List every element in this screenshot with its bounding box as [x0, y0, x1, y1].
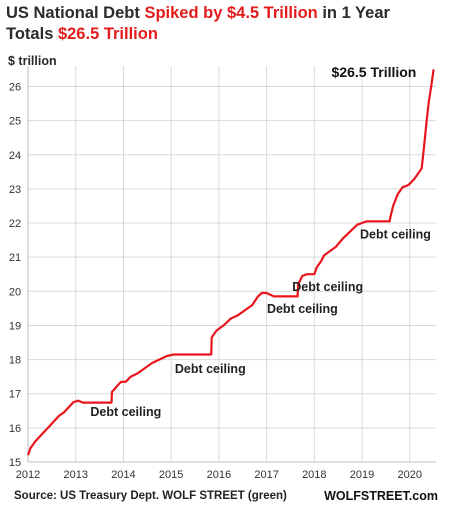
- end-value-label: $26.5 Trillion: [332, 64, 417, 80]
- chart-title-line1: US National Debt Spiked by $4.5 Trillion…: [6, 4, 390, 23]
- gridlines: [27, 66, 436, 463]
- source-note: Source: US Treasury Dept. WOLF STREET (g…: [14, 490, 287, 502]
- x-tick-2020: 2020: [398, 469, 422, 481]
- y-tick-16: 16: [9, 423, 21, 435]
- title-highlight: Spiked by $4.5 Trillion: [144, 4, 318, 22]
- x-tick-2016: 2016: [207, 469, 231, 481]
- x-tick-2015: 2015: [159, 469, 183, 481]
- national-debt-line: [26, 69, 435, 456]
- debt-ceiling-label-3: Debt ceiling: [267, 302, 338, 316]
- debt-ceiling-label-5: Debt ceiling: [360, 227, 431, 241]
- title-part-c: in 1 Year: [317, 4, 390, 22]
- y-tick-21: 21: [9, 252, 21, 264]
- title-total: $26.5 Trillion: [57, 25, 158, 43]
- y-tick-labels: 15 16 17 18 19 20 21 22 23 24 25 26: [9, 81, 21, 469]
- chart-title-line2: Totals $26.5 Trillion: [6, 25, 158, 44]
- debt-ceiling-label-1: Debt ceiling: [90, 405, 161, 419]
- annotations: Debt ceiling Debt ceiling Debt ceiling Debt…: [90, 64, 430, 419]
- y-tick-15: 15: [9, 457, 21, 469]
- title-part-a: US National Debt: [6, 4, 145, 22]
- x-tick-2019: 2019: [350, 469, 374, 481]
- debt-ceiling-label-2: Debt ceiling: [175, 362, 246, 376]
- x-tick-labels: 2012 2013 2014 2015 2016 2017 2018 2019 2020: [16, 469, 422, 481]
- y-tick-20: 20: [9, 286, 21, 298]
- title-part-a2: Totals: [6, 25, 58, 43]
- x-tick-2013: 2013: [63, 469, 87, 481]
- y-tick-17: 17: [9, 389, 21, 401]
- y-tick-19: 19: [9, 320, 21, 332]
- y-tick-25: 25: [9, 116, 21, 128]
- y-tick-23: 23: [9, 184, 21, 196]
- y-tick-26: 26: [9, 81, 21, 93]
- x-tick-2012: 2012: [16, 469, 40, 481]
- x-tick-2018: 2018: [302, 469, 326, 481]
- x-tick-2017: 2017: [254, 469, 278, 481]
- debt-ceiling-label-4: Debt ceiling: [292, 280, 363, 294]
- y-axis-unit: $ trillion: [8, 54, 57, 68]
- y-tick-24: 24: [9, 150, 21, 162]
- x-tick-2014: 2014: [111, 469, 135, 481]
- brand-label: WOLFSTREET.com: [324, 489, 438, 503]
- y-tick-22: 22: [9, 218, 21, 230]
- y-tick-18: 18: [9, 355, 21, 367]
